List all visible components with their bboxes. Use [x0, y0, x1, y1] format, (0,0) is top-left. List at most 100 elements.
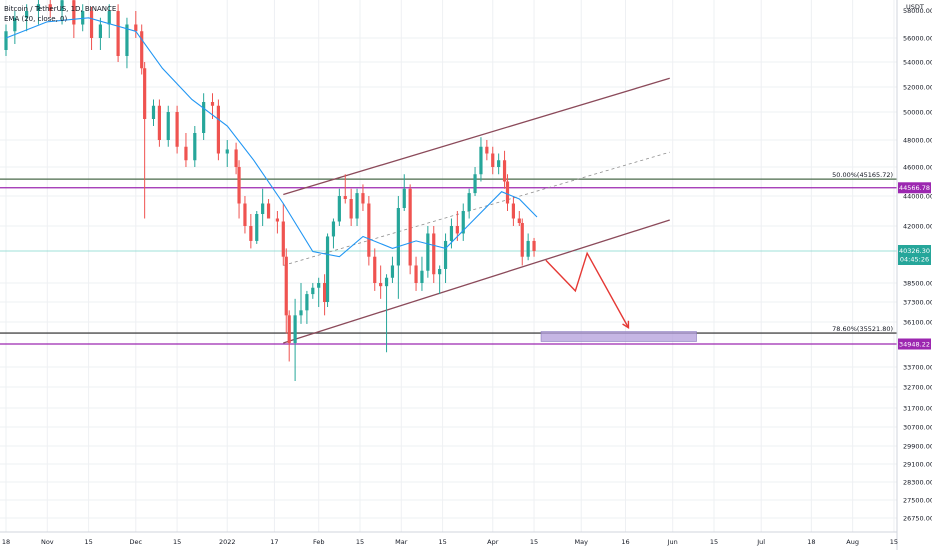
candle-body: [25, 11, 29, 18]
candle-body: [166, 112, 170, 140]
price-tick-label: 32700.00: [903, 384, 932, 392]
time-tick-label: 15: [710, 538, 718, 546]
chart-legend[interactable]: Bitcoin / TetherUS, 1D, BINANCE EMA (20,…: [4, 4, 116, 24]
price-tick-label: 48000.00: [903, 137, 932, 145]
price-tick-label: 30700.00: [903, 424, 932, 432]
candle-body: [497, 160, 501, 167]
candle-body: [134, 24, 138, 32]
price-tick-label: 56000.00: [903, 35, 932, 43]
time-tick-label: 18: [807, 538, 815, 546]
grid-layer: [0, 0, 897, 532]
price-tick-label: 28300.00: [903, 479, 932, 487]
time-tick-label: May: [575, 538, 589, 546]
price-tick-label: 44000.00: [903, 193, 932, 201]
candle-body: [355, 193, 359, 219]
candle-body: [116, 11, 120, 56]
candle-body: [202, 102, 206, 133]
candle-body: [461, 211, 465, 234]
candle-body: [438, 268, 442, 275]
candle-body: [449, 226, 454, 241]
candle-body: [287, 315, 291, 344]
price-tick-label: 33700.00: [903, 364, 932, 372]
channel-layer: [283, 77, 670, 344]
candle-body: [237, 167, 241, 204]
price-tick-label: 54000.00: [903, 59, 932, 67]
candle-body: [143, 68, 147, 119]
candle-body: [261, 203, 265, 214]
candle-body: [511, 203, 515, 219]
candle-body: [60, 0, 64, 12]
time-tick-label: 15: [530, 538, 538, 546]
candle-body: [390, 265, 395, 278]
countdown-badge-text: 04:45:26: [900, 256, 929, 264]
candle-body: [255, 214, 259, 241]
candle-body: [414, 265, 418, 283]
level-44566-badge: [898, 182, 931, 194]
candle-layer: [4, 0, 536, 381]
price-tick-label: 29900.00: [903, 443, 932, 451]
time-tick-label: 17: [270, 538, 278, 546]
indicator-title[interactable]: EMA (20, close, 0): [4, 15, 68, 23]
symbol-title[interactable]: Bitcoin / TetherUS, 1D, BINANCE: [4, 5, 117, 13]
candle-body: [520, 223, 524, 257]
price-tick-label: 38500.00: [903, 280, 932, 288]
time-tick-label: Aug: [846, 538, 859, 546]
candle-body: [408, 188, 412, 266]
candle-body: [151, 105, 156, 119]
candle-body: [473, 174, 477, 194]
candle-body: [98, 24, 102, 38]
time-tick-label: 15: [356, 538, 364, 546]
candle-body: [299, 310, 303, 316]
price-tick-label: 26750.00: [903, 515, 932, 523]
time-tick-label: 15: [890, 538, 898, 546]
time-tick-label: 2022: [219, 538, 236, 546]
candle-body: [184, 146, 188, 161]
candle-body: [275, 218, 279, 222]
candle-body: [193, 133, 197, 161]
candle-body: [89, 11, 94, 38]
time-tick-label: Dec: [130, 538, 143, 546]
level-44566-badge-text: 44566.78: [899, 184, 930, 192]
time-axis[interactable]: 18 Nov 15 Dec 15 2022 17 Feb 15 Mar 15 Apr 15 May 16 Ju…: [2, 538, 898, 546]
candle-body: [420, 270, 424, 283]
candle-body: [4, 31, 8, 50]
candle-body: [517, 218, 521, 223]
candle-body: [455, 226, 459, 234]
candle-body: [532, 240, 536, 252]
candle-body: [13, 17, 17, 32]
candle-body: [284, 256, 288, 316]
price-tick-label: 29100.00: [903, 461, 932, 469]
channel-mid-line: [283, 151, 670, 266]
level-34948-badge-text: 34948.22: [899, 340, 930, 348]
candle-body: [72, 0, 76, 25]
candle-body: [467, 193, 471, 211]
projection-arrow-head: [622, 320, 630, 330]
candle-body: [337, 196, 341, 222]
candle-body: [281, 221, 285, 257]
price-tick-label: 42000.00: [903, 223, 932, 231]
candle-body: [323, 283, 327, 302]
candle-body: [367, 203, 371, 257]
candle-body: [331, 221, 336, 237]
ema-layer: [5, 17, 538, 258]
candle-body: [502, 160, 507, 182]
candle-body: [48, 4, 52, 11]
price-tick-label: 52000.00: [903, 84, 932, 92]
fib-786-label: 78.60%(35521.80): [832, 325, 893, 333]
candle-body: [384, 277, 389, 287]
time-tick-label: Nov: [41, 538, 54, 546]
time-tick-label: 15: [84, 538, 92, 546]
price-unit-label: USDT: [906, 3, 924, 11]
candle-body: [479, 146, 483, 175]
candle-body: [325, 236, 330, 302]
candle-body: [379, 283, 383, 287]
arrow-layer: [545, 251, 630, 330]
price-tick-label: 50000.00: [903, 109, 932, 117]
candle-body: [157, 105, 161, 140]
time-tick-label: Apr: [487, 538, 499, 546]
ema-line: [5, 17, 538, 258]
